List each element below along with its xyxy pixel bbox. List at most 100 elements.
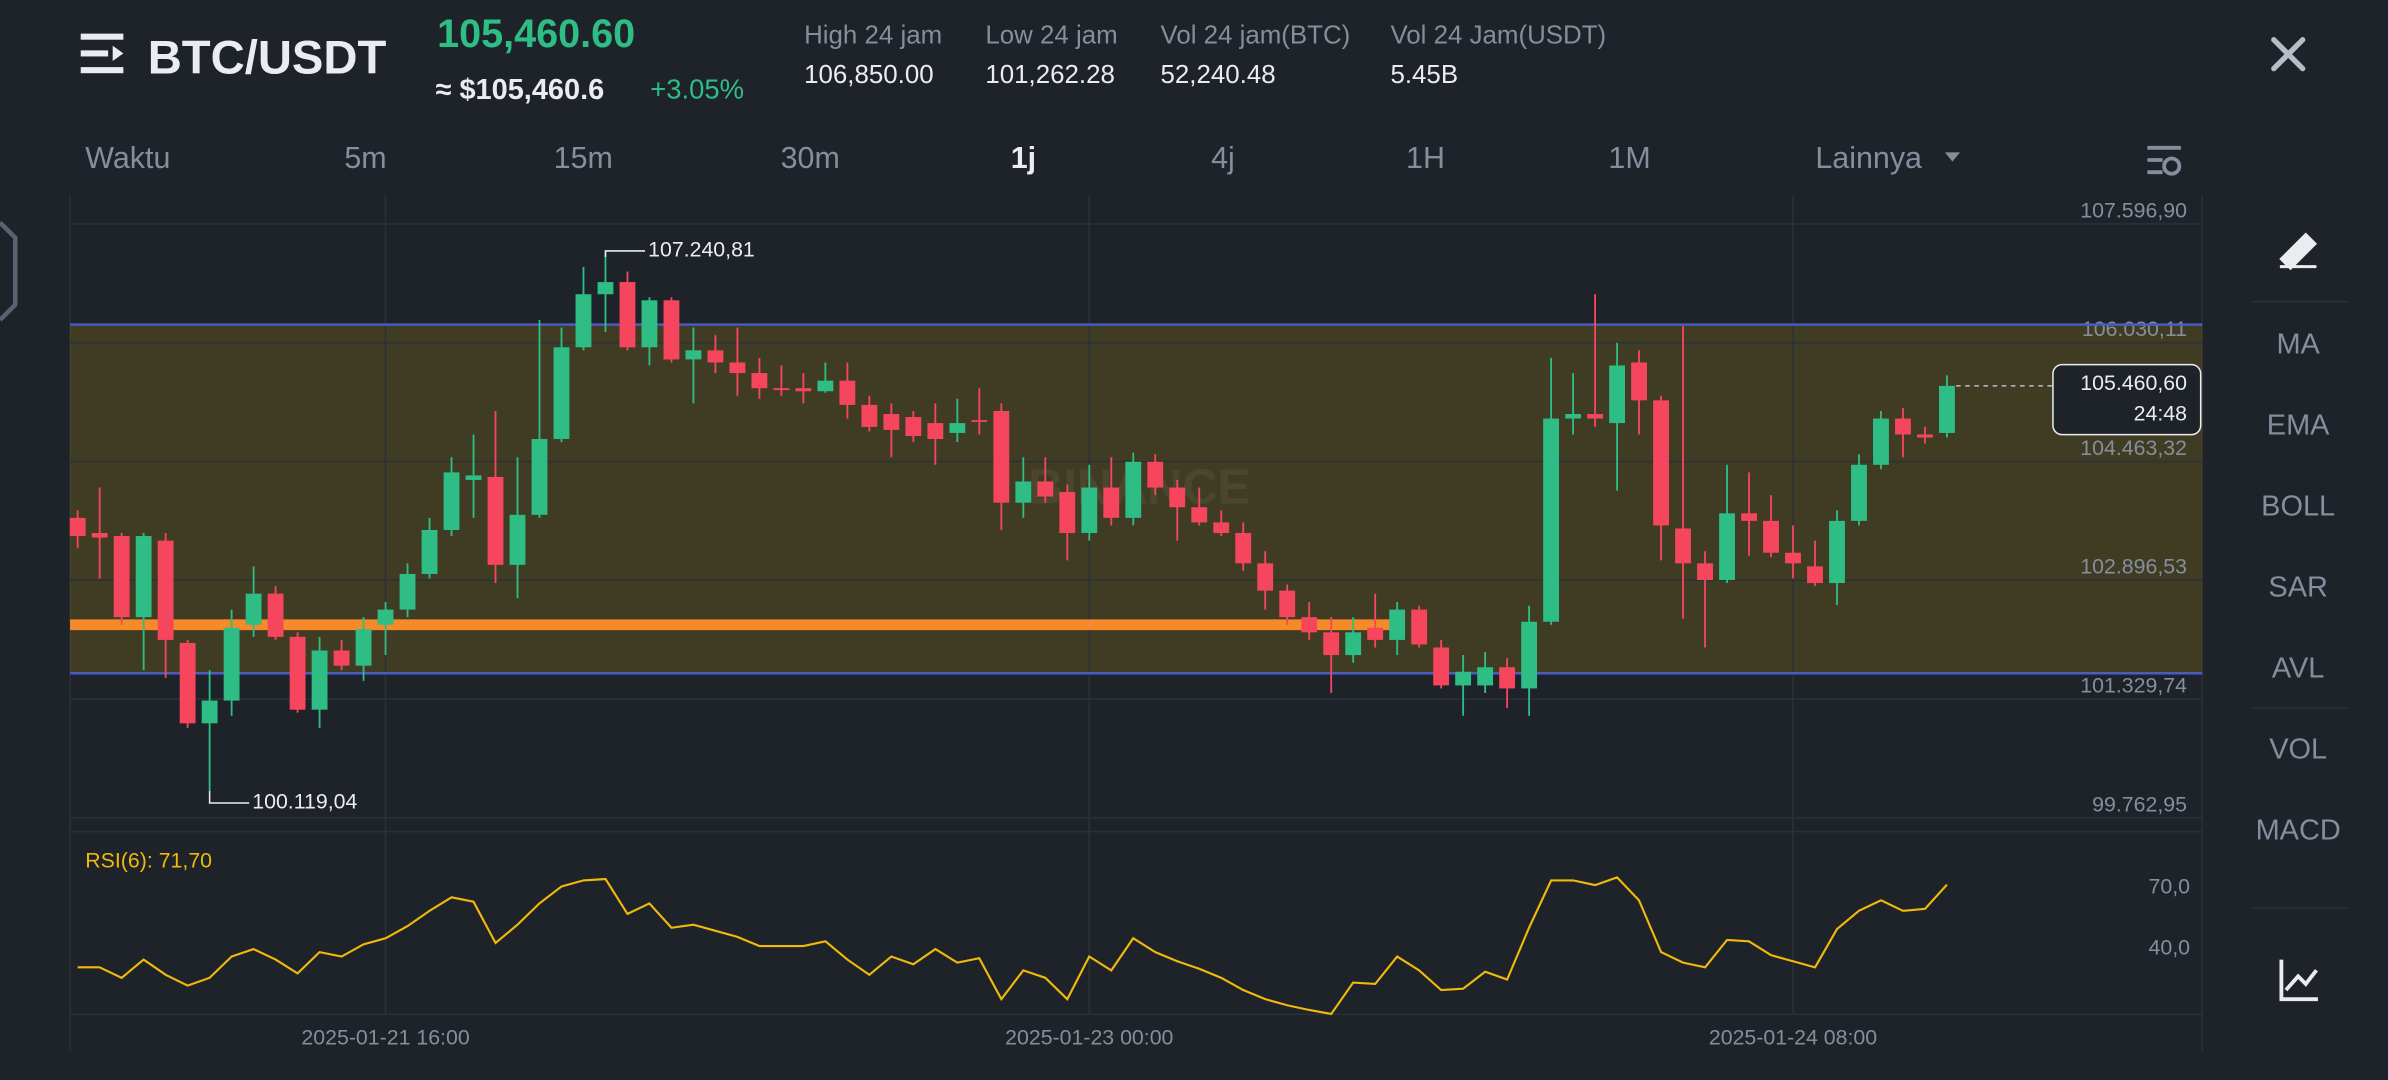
candle-body [1147, 461, 1164, 488]
candle-body [1697, 563, 1713, 581]
candle-body [1785, 552, 1801, 564]
timeframe-tab[interactable]: 30m [781, 141, 840, 175]
x-tick-label: 2025-01-24 08:00 [1709, 1025, 1877, 1049]
menu-arrow [112, 45, 124, 62]
menu-bar [80, 50, 109, 57]
indicator-button[interactable]: AVL [2272, 653, 2325, 685]
candle-body [993, 410, 1010, 503]
stat-label: High 24 jam [804, 22, 942, 50]
menu-bar [80, 33, 124, 40]
candle-body [1323, 632, 1340, 656]
candle-body [443, 472, 460, 530]
x-tick-label: 2025-01-21 16:00 [301, 1025, 469, 1049]
stat-value: 101,262.28 [985, 61, 1115, 89]
more-label: Lainnya [1815, 141, 1922, 175]
timeframe-tab[interactable]: 5m [344, 141, 386, 175]
candle-body [641, 300, 658, 348]
y-tick-label: 106.030,11 [2082, 317, 2187, 341]
candle-body [1037, 481, 1054, 497]
last-price: 105,460.60 [437, 12, 635, 56]
candle-body [1719, 513, 1735, 581]
candle-body [1587, 413, 1604, 419]
candle-body [817, 380, 834, 392]
candle-body [1411, 609, 1428, 645]
candle-body [179, 642, 196, 724]
rsi-tick-label: 70,0 [2149, 875, 2191, 899]
high-label: 107.240,81 [648, 238, 755, 262]
candle-body [157, 540, 174, 640]
candle-body [1609, 365, 1625, 424]
tab-label: Waktu [85, 141, 170, 175]
chart-settings[interactable] [2147, 145, 2182, 176]
chart-type-button[interactable] [2279, 959, 2318, 1002]
indicator-button[interactable]: MA [2276, 328, 2320, 360]
candle-body [69, 517, 86, 537]
candle-body [91, 533, 108, 538]
candle-body [289, 636, 306, 710]
indicator-button[interactable]: VOL [2269, 734, 2327, 766]
candle-body [663, 300, 680, 360]
timeframe-tab[interactable]: 1j [1011, 141, 1036, 175]
candle-body [1763, 520, 1779, 553]
draw-tool[interactable] [2279, 232, 2318, 271]
candle-body [1169, 487, 1186, 508]
candle-body [1125, 461, 1142, 518]
y-tick-label: 101.329,74 [2080, 674, 2187, 698]
edge-handle [0, 220, 18, 322]
candle-body [1653, 400, 1669, 526]
candle-body [1257, 563, 1274, 591]
candle-body [1675, 528, 1691, 564]
candle-body [1807, 566, 1823, 584]
indicator-button[interactable]: BOLL [2261, 491, 2335, 523]
rsi-tick-label: 40,0 [2149, 936, 2191, 960]
candle-body [399, 573, 416, 610]
dropdown-arrow [1944, 152, 1961, 162]
close-button[interactable] [2271, 37, 2306, 72]
candle-body [223, 627, 240, 701]
candle-body [927, 423, 944, 440]
candle-body [685, 350, 702, 360]
candle-body [971, 420, 988, 422]
y-tick-label: 99.762,95 [2092, 792, 2187, 816]
candle-body [1081, 487, 1098, 534]
timeframe-tab[interactable]: 1M [1608, 141, 1650, 175]
candle-body [729, 362, 746, 374]
candle-body [333, 650, 350, 666]
last-price-label: 105.460,60 [2080, 371, 2187, 395]
settings-icon [2162, 156, 2182, 176]
candle-body [267, 593, 284, 637]
candle-body [795, 388, 812, 392]
candle-body [1499, 667, 1516, 689]
timeframe-tab[interactable]: 1H [1406, 141, 1445, 175]
candle-body [1543, 418, 1560, 622]
timeframe-tab[interactable]: 4j [1211, 141, 1235, 175]
candle-body [905, 417, 922, 436]
low-label: 100.119,04 [252, 790, 357, 814]
countdown: 24:48 [2134, 401, 2187, 425]
menu-button[interactable] [80, 33, 124, 74]
candle-body [1235, 533, 1252, 564]
candle-body [1477, 667, 1494, 686]
candle-body [1191, 507, 1208, 523]
candle-body [201, 700, 218, 724]
candle-body [113, 536, 130, 618]
candle-body [1345, 632, 1362, 656]
candle-body [1015, 481, 1032, 503]
candle-body [1103, 487, 1120, 518]
candle-body [773, 388, 790, 391]
candle-body [839, 380, 856, 405]
candle-body [553, 347, 570, 440]
candle-body [1279, 590, 1296, 618]
indicator-button[interactable]: MACD [2256, 815, 2341, 847]
indicator-button[interactable]: EMA [2267, 409, 2330, 441]
more-tab[interactable]: Lainnya [1815, 141, 1961, 175]
indicator-button[interactable]: SAR [2268, 572, 2327, 604]
low-marker [208, 790, 250, 804]
last-price-box [2052, 363, 2202, 436]
rsi-line [77, 876, 1948, 1016]
candle-body [1741, 513, 1757, 521]
pair-title: BTC/USDT [148, 31, 387, 84]
timeframe-tab[interactable]: 15m [554, 141, 613, 175]
